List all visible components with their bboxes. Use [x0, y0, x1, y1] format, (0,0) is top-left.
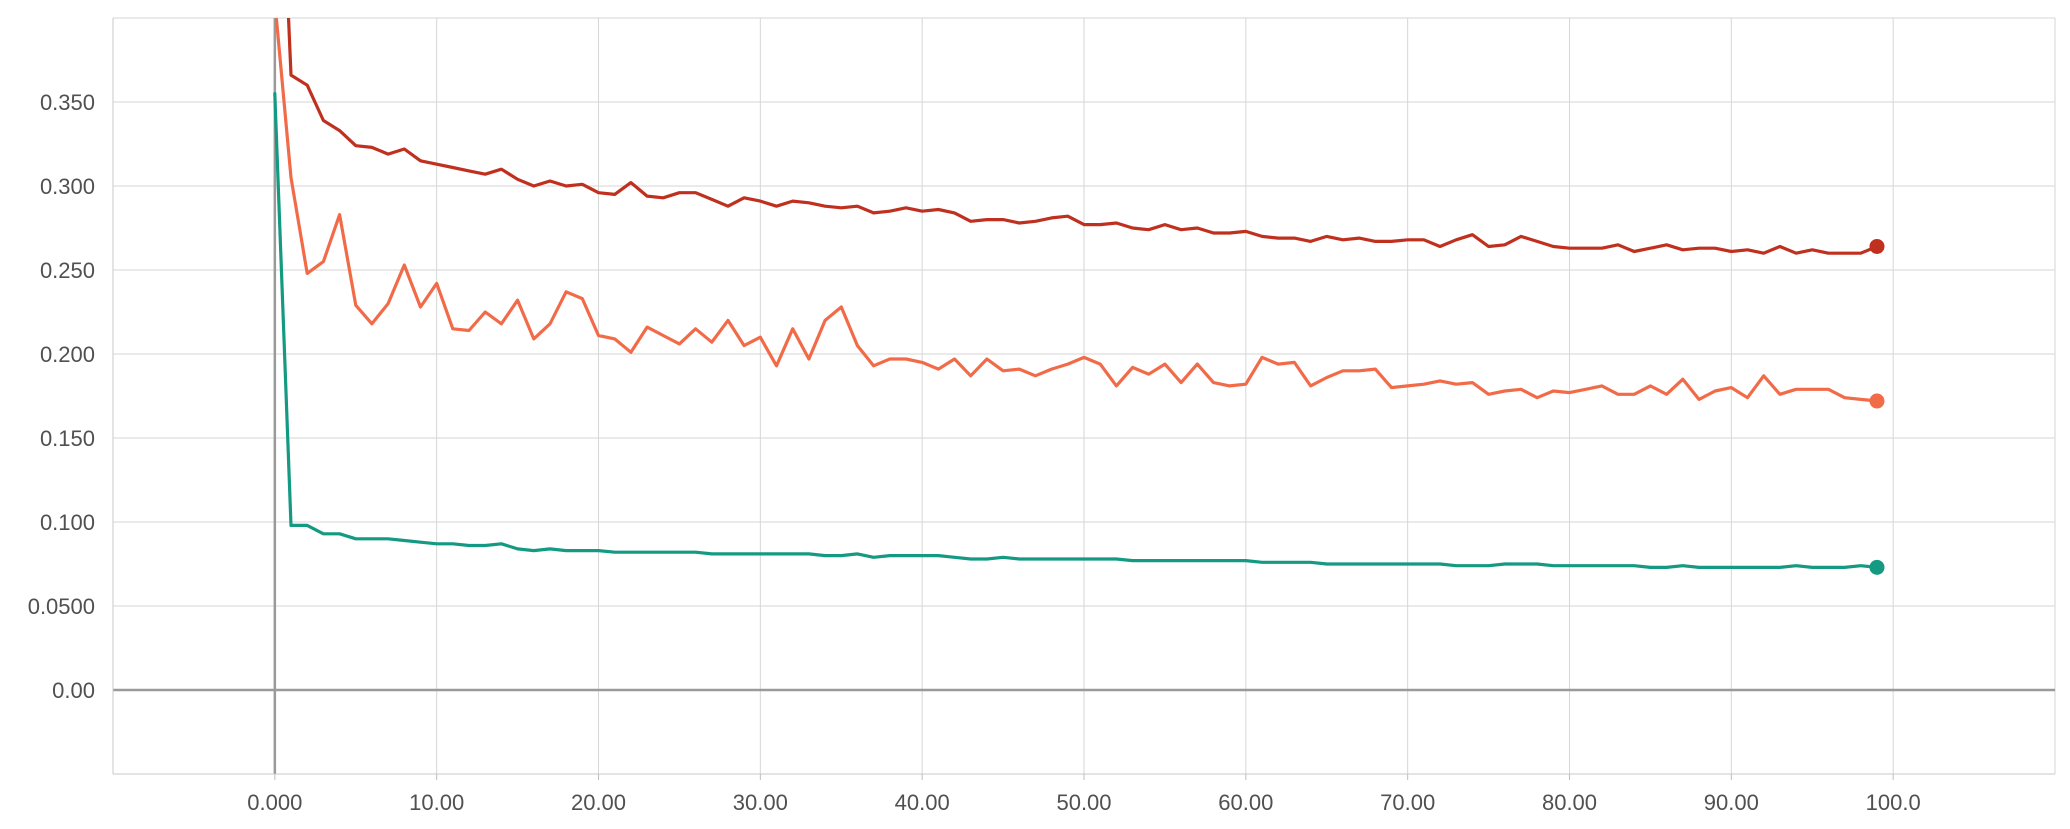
x-tick-label: 10.00 — [409, 790, 464, 815]
series-end-point-2 — [1869, 393, 1885, 409]
x-tick-label: 0.000 — [247, 790, 302, 815]
y-tick-label: 0.00 — [52, 678, 95, 703]
x-tick-label: 50.00 — [1056, 790, 1111, 815]
series-end-point-1 — [1869, 238, 1885, 254]
x-tick-label: 40.00 — [895, 790, 950, 815]
x-tick-label: 70.00 — [1380, 790, 1435, 815]
y-tick-label: 0.150 — [40, 426, 95, 451]
series-layer — [273, 18, 1885, 575]
x-tick-label: 100.0 — [1866, 790, 1921, 815]
series-line-3 — [273, 91, 1879, 570]
tick-label-layer: 0.000 10.00 20.00 30.00 40.00 50.00 60.00 70.00… — [28, 90, 1921, 815]
x-tick-label: 80.00 — [1542, 790, 1597, 815]
x-tick-label: 90.00 — [1704, 790, 1759, 815]
y-tick-label: 0.0500 — [28, 594, 95, 619]
series-line-1 — [286, 18, 1879, 255]
y-tick-label: 0.250 — [40, 258, 95, 283]
y-tick-label: 0.100 — [40, 510, 95, 535]
y-tick-label: 0.350 — [40, 90, 95, 115]
y-tick-label: 0.300 — [40, 174, 95, 199]
x-tick-label: 30.00 — [733, 790, 788, 815]
axis-layer — [112, 18, 2055, 780]
x-tick-label: 60.00 — [1218, 790, 1273, 815]
series-line-2 — [274, 18, 1879, 403]
y-tick-label: 0.200 — [40, 342, 95, 367]
series-end-point-3 — [1869, 559, 1885, 575]
x-tick-label: 20.00 — [571, 790, 626, 815]
